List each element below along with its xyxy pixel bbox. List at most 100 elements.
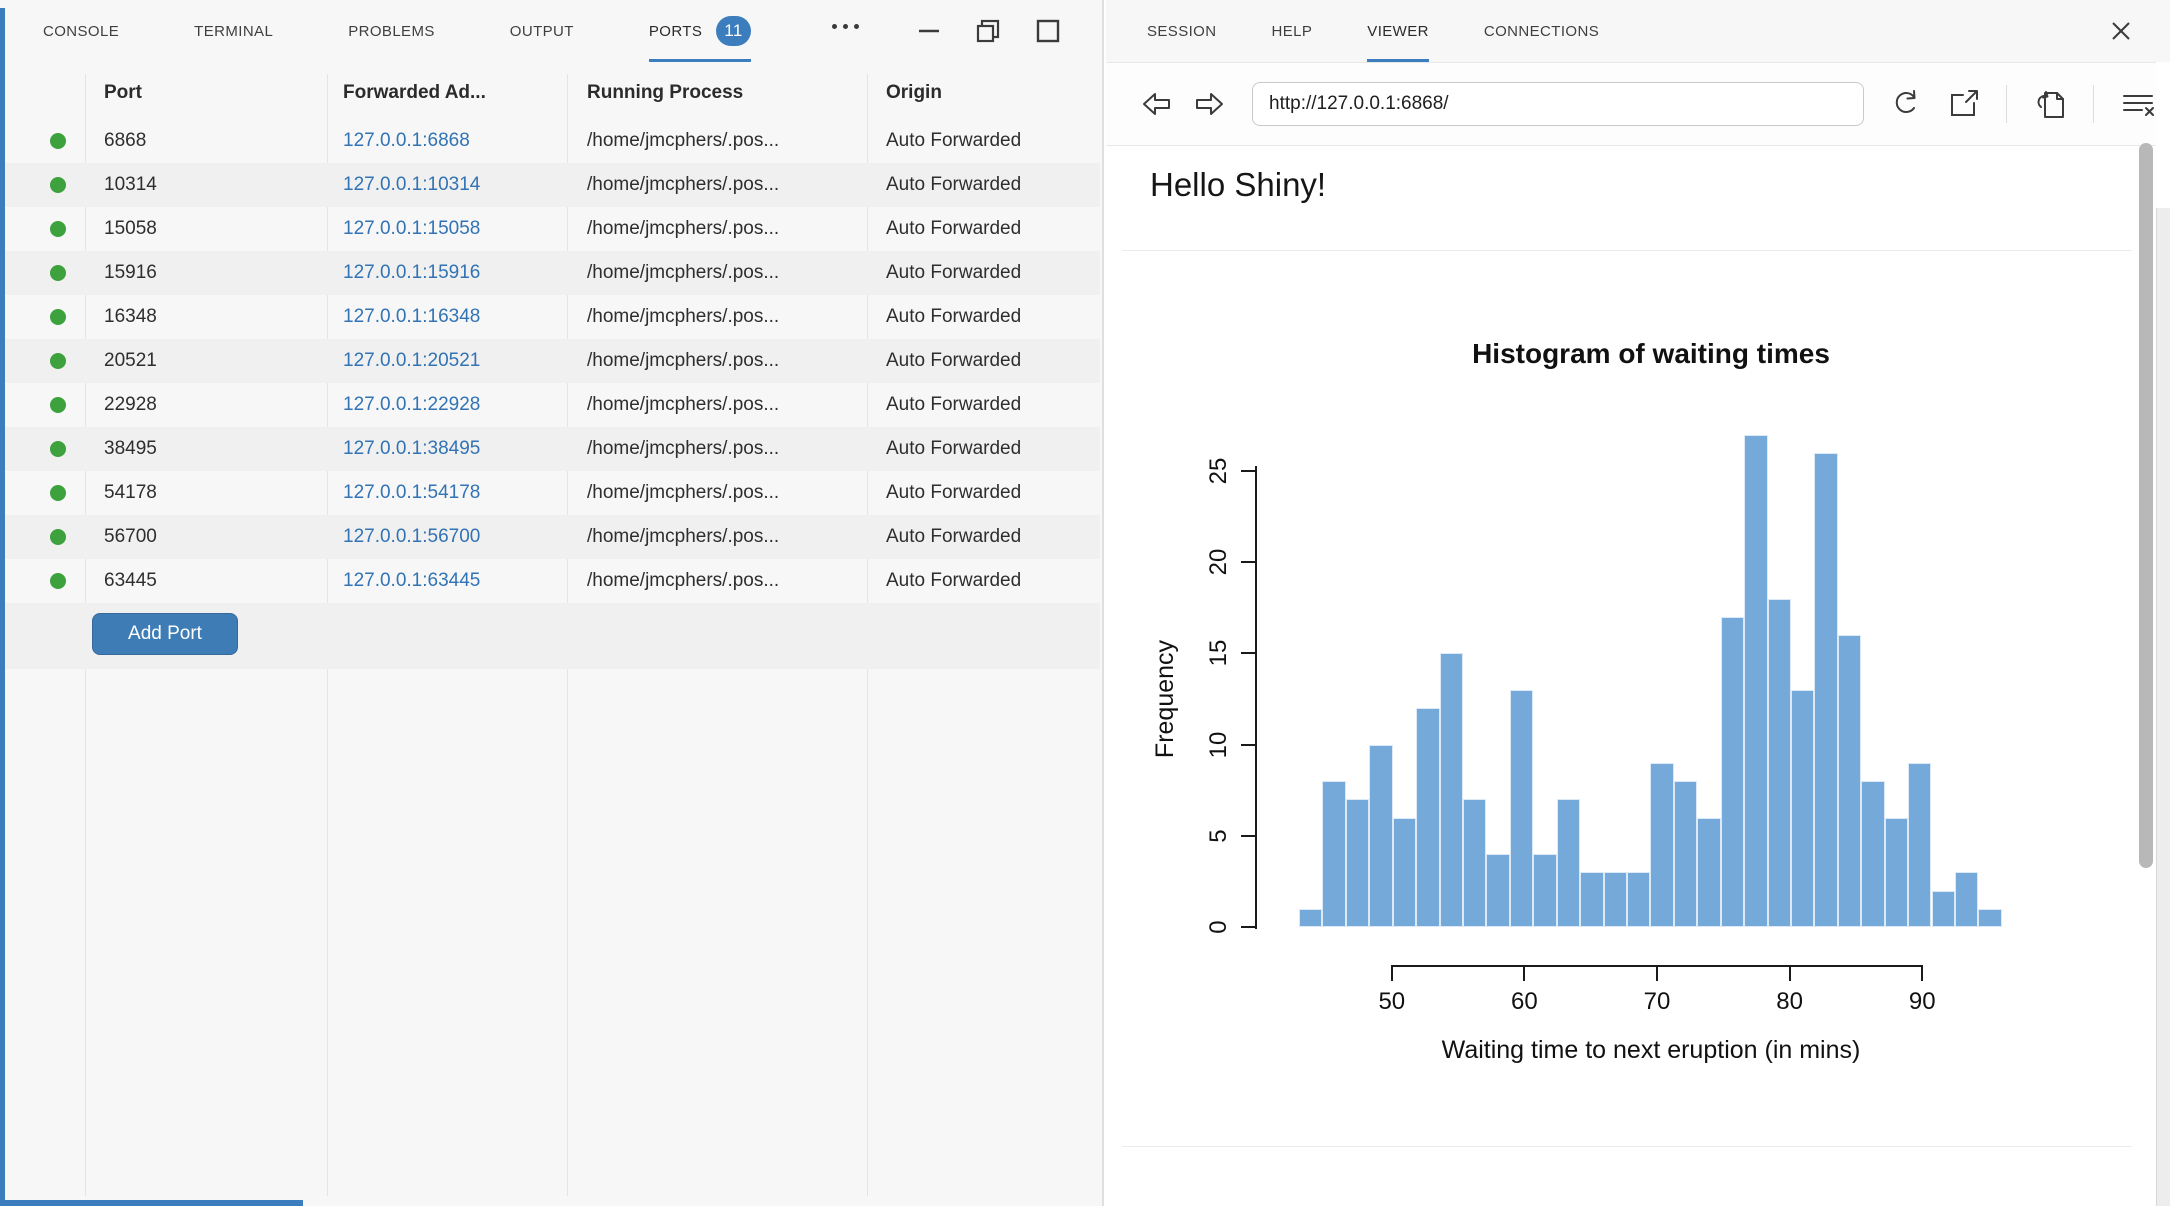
forwarded-address-link[interactable]: 127.0.0.1:63445 <box>343 559 480 603</box>
card-bottom-border <box>1122 1146 2132 1147</box>
forwarded-address-link[interactable]: 127.0.0.1:20521 <box>343 339 480 383</box>
port-cell: 63445 <box>104 559 157 603</box>
histogram-bar <box>1369 745 1392 927</box>
tab-console[interactable]: CONSOLE <box>43 0 119 62</box>
table-row[interactable]: 10314127.0.0.1:10314/home/jmcphers/.pos.… <box>0 163 1100 207</box>
histogram-bar <box>1814 453 1837 927</box>
toolbar-divider <box>2006 85 2007 123</box>
running-process-cell: /home/jmcphers/.pos... <box>587 559 857 603</box>
port-status-icon <box>50 133 66 149</box>
port-status-icon <box>50 309 66 325</box>
open-in-new-window-icon[interactable] <box>1948 88 1980 120</box>
tab-session[interactable]: SESSION <box>1147 0 1217 62</box>
table-row[interactable]: 20521127.0.0.1:20521/home/jmcphers/.pos.… <box>0 339 1100 383</box>
histogram-bar <box>1557 799 1580 927</box>
tab-terminal[interactable]: TERMINAL <box>194 0 273 62</box>
add-port-row: Add Port <box>0 603 1100 669</box>
origin-cell: Auto Forwarded <box>886 515 1021 559</box>
forwarded-address-link[interactable]: 127.0.0.1:10314 <box>343 163 480 207</box>
y-axis-tick <box>1241 744 1255 746</box>
histogram-bar <box>1791 690 1814 927</box>
tab-label: VIEWER <box>1367 23 1429 40</box>
table-row[interactable]: 6868127.0.0.1:6868/home/jmcphers/.pos...… <box>0 119 1100 163</box>
minimize-icon[interactable] <box>916 18 942 44</box>
url-input[interactable] <box>1252 82 1864 126</box>
refresh-icon[interactable] <box>1890 88 1922 120</box>
tab-label: CONSOLE <box>43 23 119 40</box>
x-axis-tick <box>1789 965 1791 981</box>
histogram-bar <box>1744 435 1767 927</box>
tab-connections[interactable]: CONNECTIONS <box>1484 0 1599 62</box>
column-header-forwarded-address: Forwarded Ad... <box>343 82 486 104</box>
dot <box>854 24 859 29</box>
origin-cell: Auto Forwarded <box>886 207 1021 251</box>
tab-label: OUTPUT <box>510 23 574 40</box>
viewer-toolbar <box>1106 62 2156 146</box>
histogram-bar <box>1510 690 1533 927</box>
port-cell: 56700 <box>104 515 157 559</box>
table-row[interactable]: 38495127.0.0.1:38495/home/jmcphers/.pos.… <box>0 427 1100 471</box>
histogram-bar <box>1955 872 1978 927</box>
scrollbar-thumb[interactable] <box>2139 143 2153 868</box>
forwarded-address-link[interactable]: 127.0.0.1:22928 <box>343 383 480 427</box>
table-row[interactable]: 16348127.0.0.1:16348/home/jmcphers/.pos.… <box>0 295 1100 339</box>
forwarded-address-link[interactable]: 127.0.0.1:54178 <box>343 471 480 515</box>
tab-label: SESSION <box>1147 23 1217 40</box>
table-row[interactable]: 56700127.0.0.1:56700/home/jmcphers/.pos.… <box>0 515 1100 559</box>
port-status-icon <box>50 529 66 545</box>
app-window: CONSOLETERMINALPROBLEMSOUTPUTPORTS11 Por… <box>0 0 2170 1206</box>
maximize-icon[interactable] <box>1034 17 1062 45</box>
forwarded-address-link[interactable]: 127.0.0.1:56700 <box>343 515 480 559</box>
origin-cell: Auto Forwarded <box>886 119 1021 163</box>
more-actions-icon[interactable] <box>832 24 859 29</box>
back-icon[interactable] <box>1140 89 1174 119</box>
viewer-content: Hello Shiny! Histogram of waiting times … <box>1106 146 2156 1206</box>
chart-x-axis-label: Waiting time to next eruption (in mins) <box>1300 1036 2002 1065</box>
tab-ports[interactable]: PORTS11 <box>649 0 751 62</box>
clear-list-icon[interactable] <box>2120 88 2156 120</box>
tab-output[interactable]: OUTPUT <box>510 0 574 62</box>
panel-resize-sash-bottom[interactable] <box>0 1200 303 1206</box>
histogram-bar <box>1908 763 1931 927</box>
histogram-bar <box>1650 763 1673 927</box>
forward-icon[interactable] <box>1192 89 1226 119</box>
table-row[interactable]: 15916127.0.0.1:15916/home/jmcphers/.pos.… <box>0 251 1100 295</box>
histogram-bar <box>1486 854 1509 927</box>
table-row[interactable]: 15058127.0.0.1:15058/home/jmcphers/.pos.… <box>0 207 1100 251</box>
tab-viewer[interactable]: VIEWER <box>1367 0 1429 62</box>
y-tick-label: 20 <box>1206 542 1232 582</box>
forwarded-address-link[interactable]: 127.0.0.1:38495 <box>343 427 480 471</box>
restore-icon[interactable] <box>974 17 1002 45</box>
origin-cell: Auto Forwarded <box>886 471 1021 515</box>
origin-cell: Auto Forwarded <box>886 251 1021 295</box>
window-controls <box>916 0 1062 62</box>
histogram-bar <box>1978 909 2001 927</box>
histogram-bar <box>1674 781 1697 927</box>
y-tick-label: 10 <box>1206 725 1232 765</box>
histogram-bar <box>1697 818 1720 927</box>
histogram-bar <box>1861 781 1884 927</box>
tab-problems[interactable]: PROBLEMS <box>348 0 435 62</box>
port-cell: 10314 <box>104 163 157 207</box>
forwarded-address-link[interactable]: 127.0.0.1:16348 <box>343 295 480 339</box>
table-row[interactable]: 63445 127.0.0.1:63445/home/jmcphers/.pos.… <box>0 559 1100 603</box>
panel-resize-sash-left[interactable] <box>0 8 5 1206</box>
running-process-cell: /home/jmcphers/.pos... <box>587 383 857 427</box>
open-in-editor-icon[interactable] <box>2033 87 2067 121</box>
x-axis-tick <box>1523 965 1525 981</box>
table-row[interactable]: 22928127.0.0.1:22928/home/jmcphers/.pos.… <box>0 383 1100 427</box>
x-axis-tick <box>1656 965 1658 981</box>
forwarded-address-link[interactable]: 127.0.0.1:6868 <box>343 119 470 163</box>
close-icon[interactable] <box>2108 18 2134 44</box>
add-port-button[interactable]: Add Port <box>92 613 238 655</box>
panel-ports: CONSOLETERMINALPROBLEMSOUTPUTPORTS11 Por… <box>0 0 1104 1206</box>
origin-cell: Auto Forwarded <box>886 427 1021 471</box>
tab-help[interactable]: HELP <box>1272 0 1313 62</box>
forwarded-address-link[interactable]: 127.0.0.1:15058 <box>343 207 480 251</box>
histogram-bar <box>1416 708 1439 927</box>
port-status-icon <box>50 265 66 281</box>
forwarded-address-link[interactable]: 127.0.0.1:15916 <box>343 251 480 295</box>
x-tick-label: 80 <box>1758 988 1822 1016</box>
table-row[interactable]: 54178127.0.0.1:54178/home/jmcphers/.pos.… <box>0 471 1100 515</box>
column-header-running-process: Running Process <box>587 82 743 104</box>
